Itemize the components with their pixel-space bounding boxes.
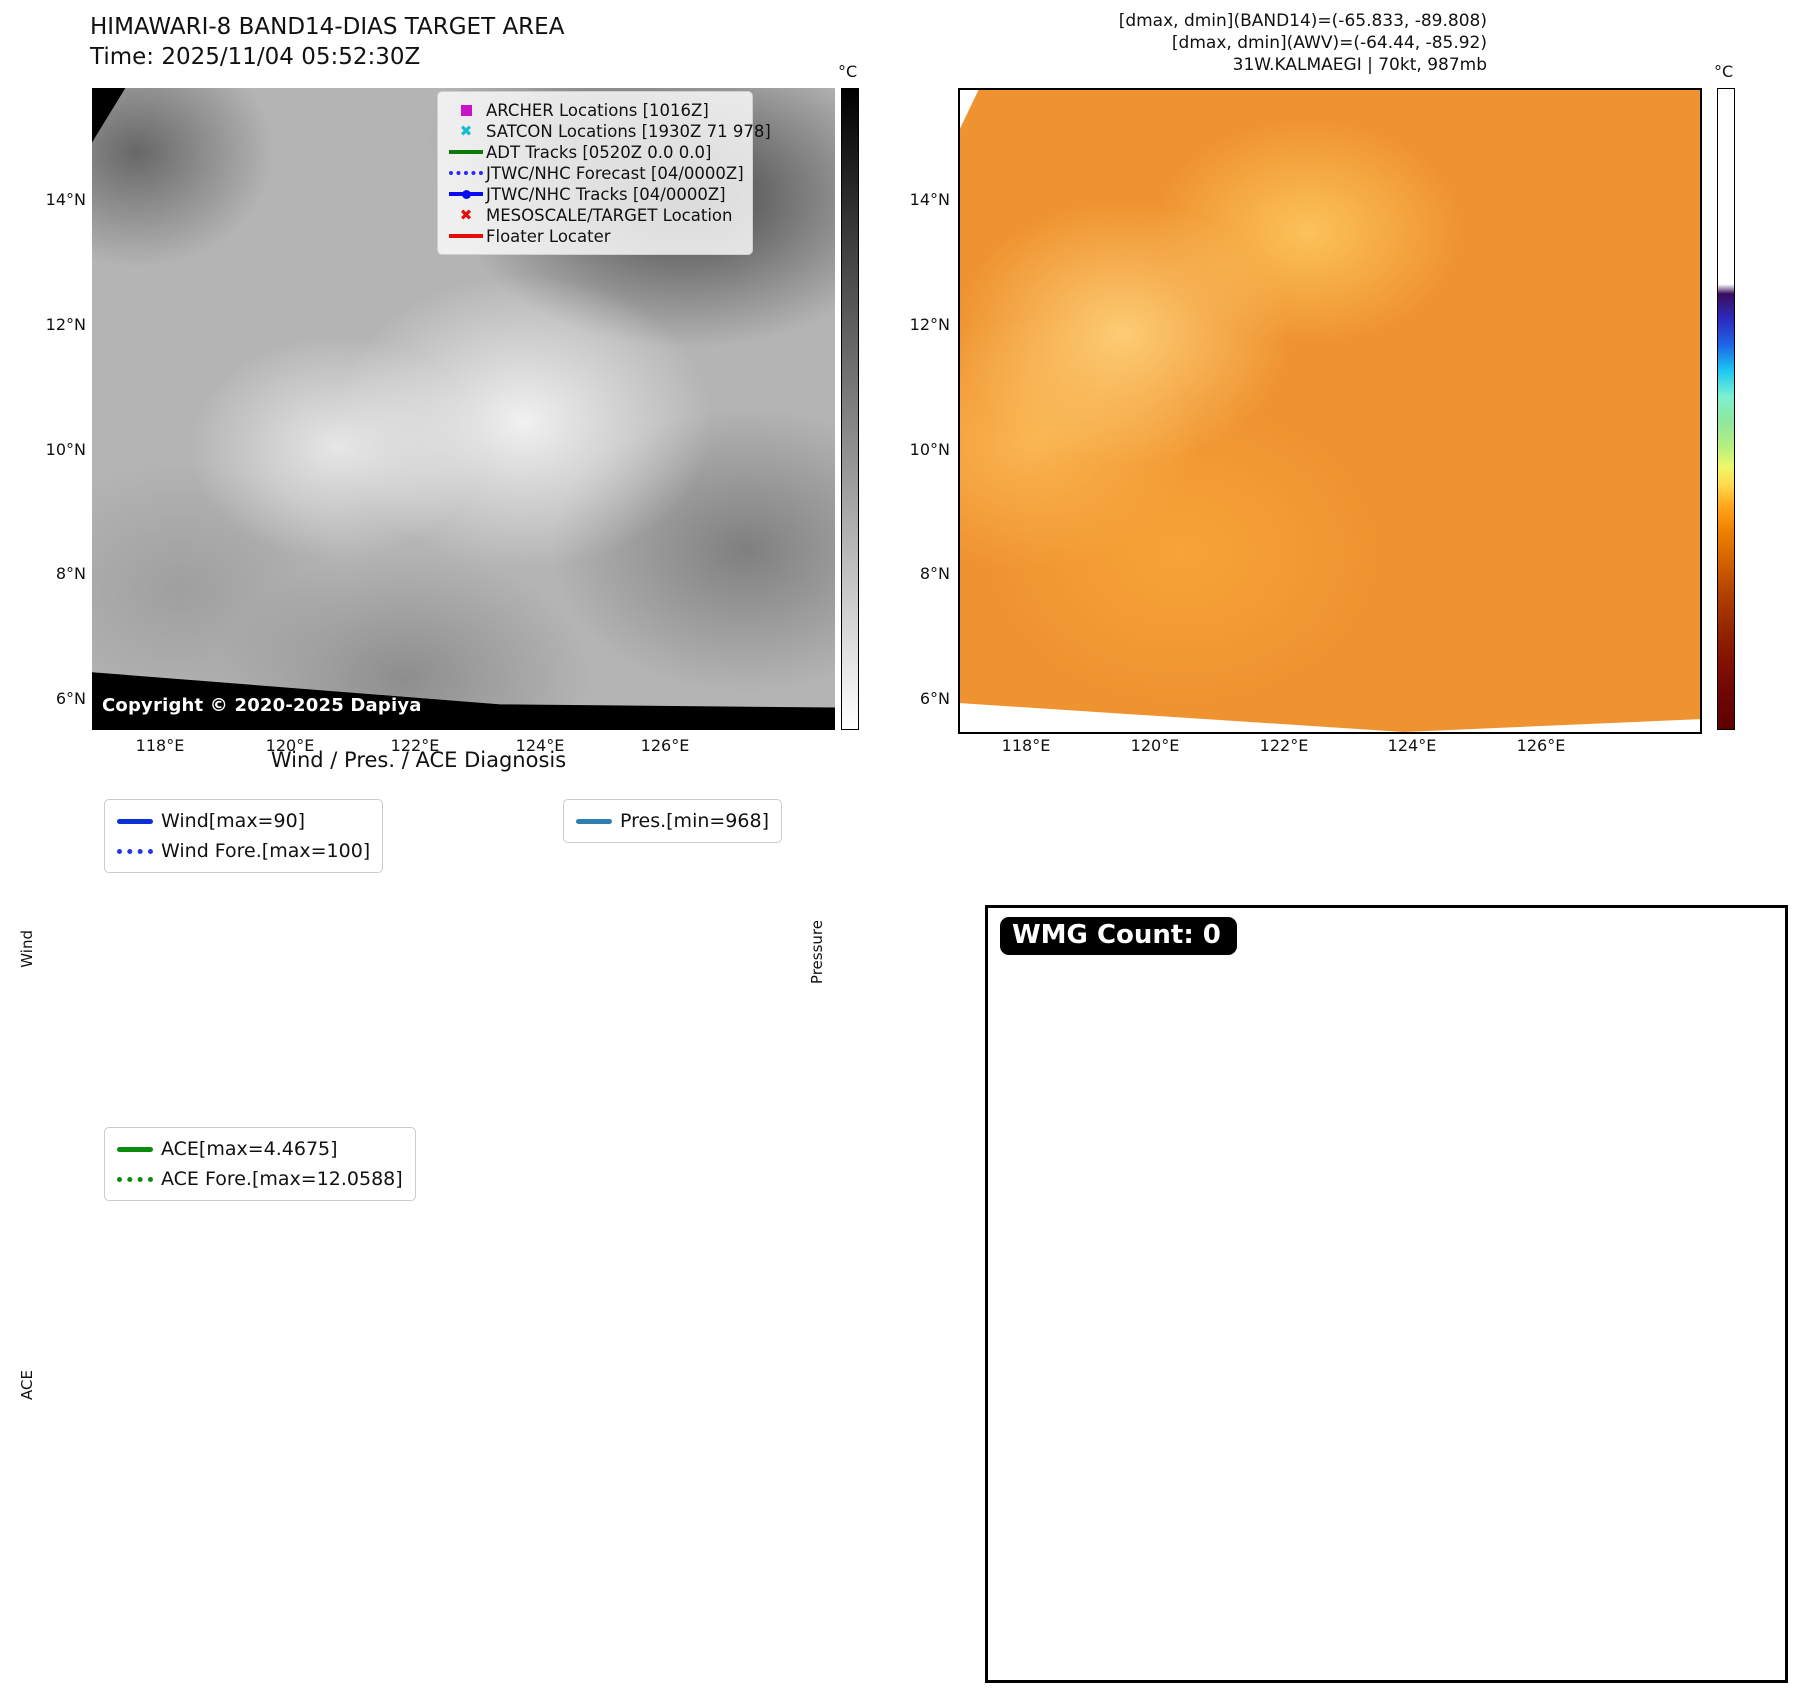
legend-label: ARCHER Locations [1016Z] xyxy=(486,100,709,120)
satcon-x-icon: ✖ xyxy=(459,122,473,140)
legend-label: Floater Locater xyxy=(486,226,611,246)
band14-colorbar-ticks xyxy=(860,88,920,728)
ace-fore-legend-row: ACE Fore.[max=12.0588] xyxy=(117,1164,403,1194)
band14-legend: ARCHER Locations [1016Z] ✖ SATCON Locati… xyxy=(437,91,771,255)
wmg-count-badge: WMG Count: 0 xyxy=(1000,917,1237,955)
ace-legend: ACE[max=4.4675] ACE Fore.[max=12.0588] xyxy=(104,1127,416,1201)
lon-tick: 120°E xyxy=(1130,736,1180,755)
pressure-legend-row: Pres.[min=968] xyxy=(576,806,769,836)
legend-row-adt: ADT Tracks [0520Z 0.0 0.0] xyxy=(446,142,742,162)
lat-tick: 14°N xyxy=(909,190,950,209)
band14-colorbar xyxy=(841,88,859,730)
dmax-awv-line: [dmax, dmin](AWV)=(-64.44, -85.92) xyxy=(1171,33,1487,53)
wind-fore-legend-label: Wind Fore.[max=100] xyxy=(161,840,371,862)
awv-colorbar-ticks xyxy=(1736,88,1796,728)
copyright-text: Copyright © 2020-2025 Dapiya xyxy=(102,695,422,716)
legend-row-floater: Floater Locater xyxy=(446,226,742,246)
lat-tick: 12°N xyxy=(45,315,86,334)
adt-line-icon xyxy=(446,150,486,154)
colorbar-unit: °C xyxy=(1714,62,1734,81)
ace-line-icon xyxy=(117,1146,161,1152)
wmg-coastline xyxy=(988,908,1779,1674)
archer-square-icon xyxy=(446,104,486,116)
lat-tick: 10°N xyxy=(45,440,86,459)
colorbar-unit: °C xyxy=(838,62,858,81)
wind-line-icon xyxy=(117,818,161,824)
legend-row-mesoscale: ✖ MESOSCALE/TARGET Location xyxy=(446,205,742,225)
legend-label: MESOSCALE/TARGET Location xyxy=(486,205,733,225)
wind-fore-dotted-icon xyxy=(117,848,161,854)
awv-satellite-field xyxy=(960,90,1700,732)
lon-tick: 124°E xyxy=(1387,736,1437,755)
wind-legend: Wind[max=90] Wind Fore.[max=100] xyxy=(104,799,384,873)
pressure-line-icon xyxy=(576,818,620,824)
awv-colorbar xyxy=(1717,88,1735,730)
lon-tick: 122°E xyxy=(390,736,440,755)
wmg-panel xyxy=(985,905,1788,1683)
lat-tick: 8°N xyxy=(55,564,86,583)
lat-tick: 8°N xyxy=(919,564,950,583)
awv-overlay xyxy=(960,90,1700,730)
legend-label: JTWC/NHC Forecast [04/0000Z] xyxy=(486,163,744,183)
diagnosis-title: Wind / Pres. / ACE Diagnosis xyxy=(270,748,567,772)
lat-tick: 6°N xyxy=(919,689,950,708)
lon-tick: 118°E xyxy=(1001,736,1051,755)
legend-row-satcon: ✖ SATCON Locations [1930Z 71 978] xyxy=(446,121,771,141)
lat-tick: 6°N xyxy=(55,689,86,708)
lat-tick: 14°N xyxy=(45,190,86,209)
band14-time: Time: 2025/11/04 05:52:30Z xyxy=(90,44,421,70)
floater-line-icon xyxy=(446,234,486,238)
awv-header: [dmax, dmin](BAND14)=(-65.833, -89.808) … xyxy=(1087,10,1487,76)
ace-legend-row: ACE[max=4.4675] xyxy=(117,1134,403,1164)
pressure-legend: Pres.[min=968] xyxy=(563,799,782,843)
legend-row-tracks: JTWC/NHC Tracks [04/0000Z] xyxy=(446,184,742,204)
pressure-legend-label: Pres.[min=968] xyxy=(620,810,769,832)
lon-tick: 122°E xyxy=(1259,736,1309,755)
ace-fore-dotted-icon xyxy=(117,1176,161,1182)
ace-axis-label: ACE xyxy=(18,1370,36,1400)
lat-tick: 12°N xyxy=(909,315,950,334)
forecast-dotted-icon xyxy=(446,171,486,175)
legend-row-archer: ARCHER Locations [1016Z] xyxy=(446,100,742,120)
awv-map xyxy=(958,88,1702,734)
dmax-band14-line: [dmax, dmin](BAND14)=(-65.833, -89.808) xyxy=(1118,11,1487,31)
ace-fore-legend-label: ACE Fore.[max=12.0588] xyxy=(161,1168,403,1190)
legend-label: ADT Tracks [0520Z 0.0 0.0] xyxy=(486,142,712,162)
lon-tick: 126°E xyxy=(640,736,690,755)
legend-row-forecast: JTWC/NHC Forecast [04/0000Z] xyxy=(446,163,744,183)
legend-label: SATCON Locations [1930Z 71 978] xyxy=(486,121,771,141)
wind-fore-legend-row: Wind Fore.[max=100] xyxy=(117,836,370,866)
band14-title: HIMAWARI-8 BAND14-DIAS TARGET AREA xyxy=(90,14,565,40)
storm-id-line: 31W.KALMAEGI | 70kt, 987mb xyxy=(1232,55,1487,75)
legend-label: JTWC/NHC Tracks [04/0000Z] xyxy=(486,184,726,204)
pressure-axis-label: Pressure xyxy=(808,920,826,985)
wind-axis-label: Wind xyxy=(18,930,36,968)
tracks-linedot-icon xyxy=(446,190,486,199)
lon-tick: 124°E xyxy=(515,736,565,755)
wind-legend-label: Wind[max=90] xyxy=(161,810,306,832)
lat-tick: 10°N xyxy=(909,440,950,459)
mesoscale-x-icon: ✖ xyxy=(459,206,473,224)
lon-tick: 118°E xyxy=(135,736,185,755)
wind-legend-row: Wind[max=90] xyxy=(117,806,370,836)
ace-legend-label: ACE[max=4.4675] xyxy=(161,1138,338,1160)
lon-tick: 120°E xyxy=(265,736,315,755)
band14-title-block: HIMAWARI-8 BAND14-DIAS TARGET AREA Time:… xyxy=(90,12,564,72)
lon-tick: 126°E xyxy=(1516,736,1566,755)
